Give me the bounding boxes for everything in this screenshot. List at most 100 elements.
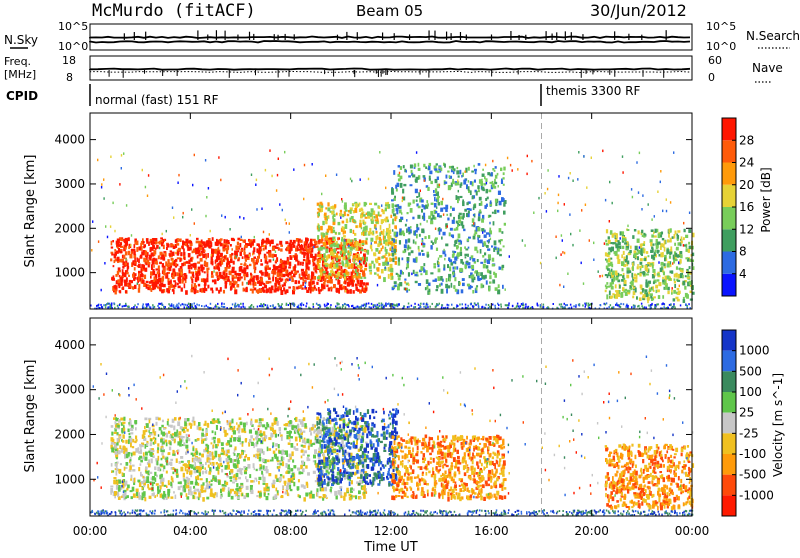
scatter-cell (674, 274, 676, 278)
scatter-cell (215, 431, 217, 435)
sparse-cell (103, 178, 104, 181)
scatter-cell (476, 191, 478, 196)
scatter-cell (341, 242, 343, 246)
scatter-cell (648, 255, 650, 257)
scatter-cell (396, 189, 398, 192)
scatter-cell (222, 256, 224, 258)
ground-cell (631, 306, 633, 308)
scatter-cell (158, 255, 160, 259)
scatter-cell (436, 248, 438, 251)
scatter-cell (670, 228, 672, 232)
scatter-cell (197, 262, 200, 264)
sparse-cell (558, 175, 559, 178)
scatter-cell (125, 290, 127, 293)
sparse-cell (192, 184, 193, 187)
ground-cell (459, 304, 461, 306)
scatter-cell (146, 238, 149, 242)
scatter-cell (477, 227, 480, 232)
scatter-cell (173, 426, 175, 431)
scatter-cell (650, 293, 653, 296)
scatter-cell (615, 271, 618, 276)
scatter-cell (134, 267, 136, 270)
scatter-cell (185, 243, 187, 246)
ground-cell (385, 303, 387, 305)
scatter-cell (503, 245, 505, 247)
scatter-cell (238, 257, 241, 259)
sparse-cell (581, 262, 582, 265)
sparse-cell (302, 264, 303, 267)
sparse-cell (205, 215, 206, 218)
scatter-cell (398, 277, 401, 280)
scatter-cell (196, 241, 199, 244)
scatter-cell (180, 492, 183, 495)
scatter-cell (369, 203, 372, 205)
scatter-cell (494, 240, 497, 245)
scatter-cell (436, 285, 439, 288)
sparse-cell (375, 228, 376, 231)
colorbar-swatch (722, 229, 736, 251)
scatter-cell (289, 257, 292, 260)
sparse-cell (526, 173, 527, 176)
sparse-cell (602, 150, 603, 153)
scatter-cell (266, 261, 268, 264)
scatter-cell (211, 442, 213, 444)
scatter-cell (465, 179, 467, 181)
scatter-cell (133, 452, 136, 456)
scatter-cell (497, 248, 499, 251)
scatter-cell (289, 420, 291, 424)
scatter-cell (280, 248, 283, 251)
scatter-cell (666, 249, 669, 254)
scatter-cell (688, 249, 690, 253)
sparse-cell (489, 222, 490, 225)
ground-cell (152, 304, 154, 306)
sparse-cell (426, 220, 427, 223)
nsky-trace (90, 37, 690, 39)
scatter-cell (179, 431, 182, 435)
sparse-cell (593, 242, 594, 245)
scatter-cell (336, 253, 338, 258)
scatter-cell (606, 294, 608, 299)
scatter-cell (416, 234, 418, 238)
scatter-cell (268, 473, 271, 476)
ground-cell (137, 303, 139, 305)
scatter-cell (617, 259, 620, 264)
scatter-cell (268, 278, 271, 280)
scatter-cell (179, 276, 181, 281)
scatter-cell (237, 460, 240, 464)
scatter-cell (353, 230, 355, 234)
sparse-cell (436, 199, 437, 202)
scatter-cell (232, 489, 235, 492)
scatter-cell (216, 492, 218, 497)
sparse-cell (206, 196, 207, 199)
scatter-cell (624, 242, 627, 244)
scatter-cell (472, 218, 475, 223)
scatter-cell (120, 251, 123, 254)
scatter-cell (248, 280, 250, 285)
scatter-cell (279, 264, 282, 269)
ground-cell (414, 303, 416, 305)
scatter-cell (388, 274, 390, 279)
ground-cell (133, 306, 135, 308)
scatter-cell (398, 257, 400, 262)
scatter-cell (233, 437, 236, 441)
scatter-cell (419, 234, 421, 237)
scatter-cell (400, 183, 403, 188)
scatter-cell (408, 272, 410, 276)
ground-cell (688, 303, 690, 305)
scatter-cell (313, 239, 316, 241)
scatter-cell (266, 281, 269, 284)
scatter-cell (473, 204, 476, 208)
scatter-cell (170, 425, 173, 428)
scatter-cell (479, 203, 481, 206)
scatter-cell (655, 285, 658, 289)
scatter-cell (175, 272, 177, 276)
scatter-cell (441, 283, 443, 286)
scatter-cell (502, 198, 505, 201)
scatter-cell (185, 290, 188, 295)
scatter-cell (364, 232, 366, 236)
scatter-cell (413, 258, 416, 262)
scatter-cell (157, 271, 159, 274)
sparse-cell (557, 202, 558, 205)
freq-unit: [MHz] (4, 68, 36, 81)
ground-cell (532, 306, 534, 308)
